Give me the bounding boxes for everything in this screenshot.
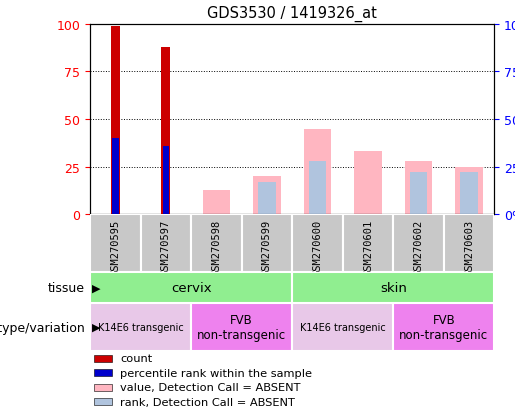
Bar bbox=[94, 369, 112, 376]
Bar bbox=[455, 167, 483, 215]
Text: GSM270600: GSM270600 bbox=[313, 219, 322, 275]
Bar bbox=[94, 398, 112, 405]
Bar bbox=[393, 215, 444, 273]
Bar bbox=[141, 215, 191, 273]
Text: GSM270601: GSM270601 bbox=[363, 219, 373, 275]
Text: K14E6 transgenic: K14E6 transgenic bbox=[98, 322, 183, 332]
Bar bbox=[343, 215, 393, 273]
Bar bbox=[94, 384, 112, 391]
Text: FVB
non-transgenic: FVB non-transgenic bbox=[399, 313, 488, 341]
Text: GSM270598: GSM270598 bbox=[212, 219, 221, 275]
Bar bbox=[293, 273, 494, 304]
Text: value, Detection Call = ABSENT: value, Detection Call = ABSENT bbox=[121, 382, 301, 392]
Bar bbox=[460, 173, 478, 215]
Bar bbox=[393, 304, 494, 351]
Text: count: count bbox=[121, 353, 152, 363]
Bar bbox=[258, 183, 276, 215]
Bar bbox=[111, 27, 120, 215]
Bar bbox=[202, 190, 230, 215]
Bar bbox=[161, 47, 170, 215]
Title: GDS3530 / 1419326_at: GDS3530 / 1419326_at bbox=[208, 6, 377, 22]
Text: ▶: ▶ bbox=[92, 322, 100, 332]
Bar bbox=[112, 139, 118, 215]
Bar bbox=[242, 215, 293, 273]
Text: cervix: cervix bbox=[171, 282, 212, 294]
Bar bbox=[293, 304, 393, 351]
Text: K14E6 transgenic: K14E6 transgenic bbox=[300, 322, 386, 332]
Text: GSM270597: GSM270597 bbox=[161, 219, 171, 275]
Bar bbox=[293, 215, 343, 273]
Text: GSM270599: GSM270599 bbox=[262, 219, 272, 275]
Text: rank, Detection Call = ABSENT: rank, Detection Call = ABSENT bbox=[121, 396, 295, 407]
Text: GSM270595: GSM270595 bbox=[110, 219, 121, 275]
Text: FVB
non-transgenic: FVB non-transgenic bbox=[197, 313, 286, 341]
Bar bbox=[90, 273, 293, 304]
Bar bbox=[191, 304, 293, 351]
Text: genotype/variation: genotype/variation bbox=[0, 321, 85, 334]
Bar bbox=[90, 215, 141, 273]
Text: GSM270602: GSM270602 bbox=[414, 219, 424, 275]
Bar bbox=[410, 173, 427, 215]
Bar bbox=[354, 152, 382, 215]
Bar bbox=[405, 161, 433, 215]
Text: percentile rank within the sample: percentile rank within the sample bbox=[121, 368, 313, 378]
Bar bbox=[444, 215, 494, 273]
Bar bbox=[308, 161, 327, 215]
Bar bbox=[253, 177, 281, 215]
Bar bbox=[163, 146, 169, 215]
Text: skin: skin bbox=[380, 282, 407, 294]
Bar bbox=[90, 304, 191, 351]
Bar bbox=[94, 355, 112, 362]
Text: ▶: ▶ bbox=[92, 283, 100, 293]
Text: GSM270603: GSM270603 bbox=[464, 219, 474, 275]
Text: tissue: tissue bbox=[48, 282, 85, 294]
Bar bbox=[191, 215, 242, 273]
Bar bbox=[304, 129, 332, 215]
